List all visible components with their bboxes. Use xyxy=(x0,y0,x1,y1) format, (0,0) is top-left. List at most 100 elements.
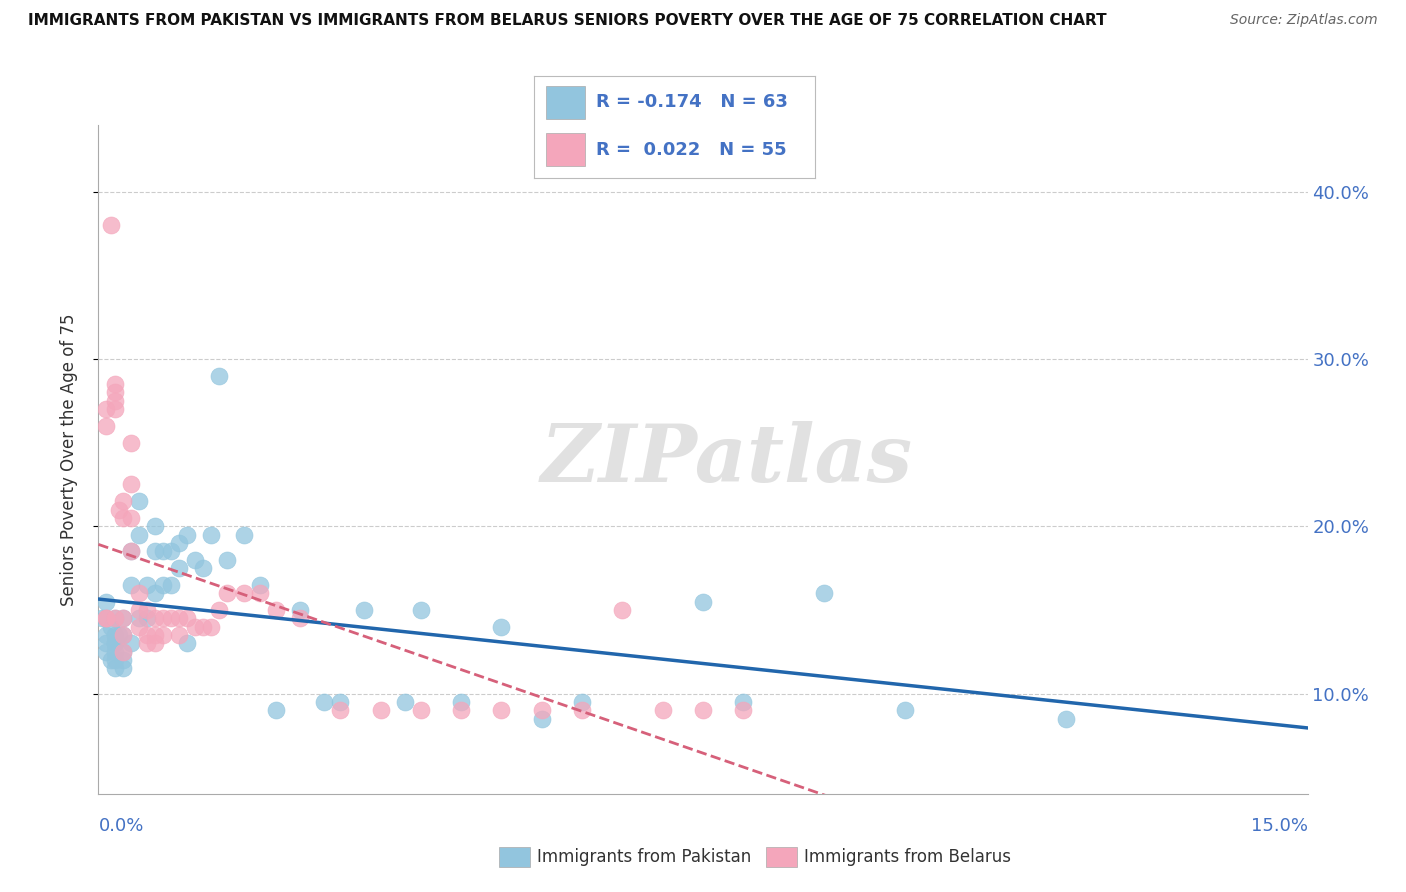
Point xyxy=(111,645,134,659)
Point xyxy=(111,611,134,625)
Point xyxy=(100,219,122,233)
Point xyxy=(167,561,190,575)
Text: IMMIGRANTS FROM PAKISTAN VS IMMIGRANTS FROM BELARUS SENIORS POVERTY OVER THE AGE: IMMIGRANTS FROM PAKISTAN VS IMMIGRANTS F… xyxy=(28,13,1107,29)
Point xyxy=(733,695,755,709)
Point xyxy=(103,377,125,392)
Point xyxy=(167,611,190,625)
Point xyxy=(120,511,142,525)
Point xyxy=(264,603,287,617)
Point xyxy=(193,561,215,575)
Point xyxy=(135,611,157,625)
Point xyxy=(96,611,118,625)
Point xyxy=(103,385,125,400)
Point xyxy=(692,594,714,608)
Point xyxy=(91,611,114,625)
FancyBboxPatch shape xyxy=(546,133,585,166)
Point xyxy=(111,628,134,642)
Point xyxy=(329,703,352,717)
Point xyxy=(120,435,142,450)
Point xyxy=(120,544,142,558)
Point xyxy=(152,544,174,558)
Text: Immigrants from Belarus: Immigrants from Belarus xyxy=(804,848,1011,866)
Point xyxy=(264,703,287,717)
Point xyxy=(128,619,150,633)
Point xyxy=(184,619,207,633)
Y-axis label: Seniors Poverty Over the Age of 75: Seniors Poverty Over the Age of 75 xyxy=(59,313,77,606)
Point xyxy=(103,653,125,667)
Text: ZIPatlas: ZIPatlas xyxy=(541,421,914,498)
Point xyxy=(491,619,513,633)
Point xyxy=(100,653,122,667)
Point xyxy=(232,586,254,600)
Point xyxy=(135,603,157,617)
Point xyxy=(733,703,755,717)
Point xyxy=(128,603,150,617)
Point xyxy=(530,712,553,726)
Point xyxy=(176,611,198,625)
Point xyxy=(103,661,125,675)
Point xyxy=(96,636,118,650)
Point xyxy=(409,603,432,617)
Point xyxy=(314,695,336,709)
Point xyxy=(450,703,472,717)
Point xyxy=(111,661,134,675)
Point xyxy=(103,645,125,659)
Text: R =  0.022   N = 55: R = 0.022 N = 55 xyxy=(596,141,787,159)
Point xyxy=(288,611,311,625)
Point xyxy=(120,578,142,592)
Point xyxy=(176,636,198,650)
Point xyxy=(160,578,183,592)
Point xyxy=(193,619,215,633)
Point xyxy=(128,586,150,600)
Point xyxy=(111,628,134,642)
Point xyxy=(103,636,125,650)
Text: Immigrants from Pakistan: Immigrants from Pakistan xyxy=(537,848,751,866)
Point xyxy=(394,695,416,709)
Point xyxy=(450,695,472,709)
Point xyxy=(128,494,150,508)
Point xyxy=(217,552,239,567)
Point xyxy=(111,645,134,659)
Point xyxy=(651,703,673,717)
Point xyxy=(143,586,166,600)
Point xyxy=(120,636,142,650)
Point xyxy=(143,636,166,650)
Point xyxy=(103,636,125,650)
Text: Source: ZipAtlas.com: Source: ZipAtlas.com xyxy=(1230,13,1378,28)
Point xyxy=(1054,712,1077,726)
Point xyxy=(143,544,166,558)
Point xyxy=(103,611,125,625)
Point xyxy=(152,611,174,625)
Point xyxy=(692,703,714,717)
Point xyxy=(96,628,118,642)
Point xyxy=(96,402,118,417)
Point xyxy=(100,619,122,633)
Point xyxy=(111,653,134,667)
Point xyxy=(232,527,254,541)
Text: 15.0%: 15.0% xyxy=(1250,817,1308,835)
Point xyxy=(612,603,634,617)
Point xyxy=(96,645,118,659)
Point xyxy=(103,402,125,417)
Point xyxy=(128,611,150,625)
Point xyxy=(135,578,157,592)
Point xyxy=(135,636,157,650)
Point xyxy=(107,628,129,642)
Point xyxy=(143,628,166,642)
Point xyxy=(120,544,142,558)
Point xyxy=(491,703,513,717)
Point xyxy=(813,586,835,600)
Point xyxy=(249,578,271,592)
Point xyxy=(571,695,593,709)
Point xyxy=(288,603,311,617)
Point xyxy=(103,611,125,625)
Point xyxy=(893,703,915,717)
Point xyxy=(530,703,553,717)
Point xyxy=(111,511,134,525)
Point xyxy=(96,611,118,625)
Point xyxy=(107,502,129,516)
Point xyxy=(200,619,222,633)
Point xyxy=(135,628,157,642)
Point xyxy=(167,628,190,642)
Point xyxy=(249,586,271,600)
